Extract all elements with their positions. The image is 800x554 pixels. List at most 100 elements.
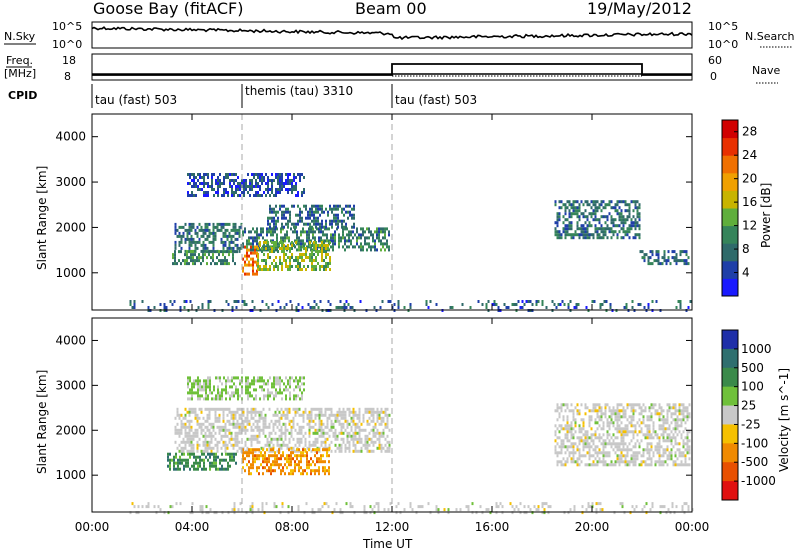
- data-cell: [187, 194, 189, 197]
- data-cell: [620, 218, 623, 222]
- data-cell: [386, 416, 389, 420]
- data-cell: [616, 209, 619, 213]
- data-cell: [262, 227, 264, 231]
- data-cell: [262, 407, 265, 411]
- data-cell: [187, 173, 189, 176]
- data-cell: [288, 236, 290, 240]
- data-cell: [374, 230, 376, 234]
- data-cell: [200, 234, 203, 238]
- data-cell: [272, 422, 275, 426]
- data-cell: [232, 240, 235, 244]
- data-cell: [209, 300, 212, 303]
- data-cell: [590, 445, 593, 449]
- data-cell: [604, 233, 607, 237]
- data-cell: [180, 250, 182, 254]
- data-cell: [346, 431, 349, 435]
- data-cell: [196, 246, 199, 250]
- data-cell: [284, 422, 287, 426]
- data-cell: [205, 379, 207, 383]
- data-cell: [298, 449, 301, 453]
- data-cell: [634, 409, 637, 413]
- data-cell: [259, 379, 261, 383]
- data-cell: [673, 250, 676, 254]
- data-cell: [368, 431, 371, 435]
- data-cell: [688, 439, 691, 443]
- data-cell: [364, 236, 366, 240]
- data-cell: [176, 446, 179, 450]
- data-cell: [252, 248, 254, 252]
- data-cell: [303, 259, 305, 262]
- data-cell: [554, 200, 557, 204]
- data-cell: [586, 200, 589, 204]
- data-cell: [289, 247, 291, 250]
- data-cell: [278, 443, 281, 447]
- data-cell: [641, 256, 644, 260]
- data-cell: [342, 437, 345, 441]
- data-cell: [342, 245, 344, 249]
- data-cell: [384, 230, 386, 234]
- data-cell: [560, 206, 563, 210]
- data-cell: [676, 463, 679, 467]
- data-cell: [376, 236, 378, 240]
- data-cell: [203, 379, 205, 383]
- data-cell: [378, 437, 381, 441]
- data-cell: [299, 268, 301, 271]
- data-cell: [674, 406, 677, 410]
- data-cell: [335, 502, 338, 506]
- data-cell: [308, 416, 311, 420]
- data-cell: [554, 430, 557, 434]
- data-cell: [238, 234, 241, 238]
- data-cell: [344, 239, 346, 243]
- data-cell: [185, 458, 187, 462]
- data-cell: [242, 466, 244, 470]
- data-cell: [674, 442, 677, 446]
- data-cell: [672, 412, 675, 416]
- data-cell: [208, 446, 211, 450]
- data-cell: [326, 407, 329, 411]
- data-cell: [272, 413, 275, 417]
- data-cell: [682, 463, 685, 467]
- data-cell: [252, 260, 254, 264]
- data-cell: [155, 511, 158, 515]
- data-cell: [256, 469, 258, 473]
- data-cell: [190, 434, 193, 438]
- data-cell: [588, 451, 591, 455]
- data-cell: [314, 413, 317, 417]
- data-cell: [159, 303, 162, 306]
- data-cell: [180, 446, 183, 450]
- data-cell: [320, 425, 323, 429]
- data-cell: [303, 265, 305, 268]
- data-cell: [269, 394, 271, 398]
- data-cell: [220, 262, 222, 266]
- data-cell: [250, 443, 253, 447]
- data-cell: [344, 236, 346, 240]
- data-cell: [204, 237, 207, 241]
- data-cell: [558, 451, 561, 455]
- data-cell: [182, 259, 184, 263]
- data-cell: [309, 256, 311, 259]
- data-cell: [314, 239, 316, 243]
- data-cell: [308, 413, 311, 417]
- data-cell: [435, 303, 438, 306]
- data-cell: [308, 460, 310, 464]
- data-cell: [687, 508, 690, 512]
- data-cell: [183, 306, 186, 309]
- data-cell: [330, 419, 333, 423]
- data-cell: [566, 224, 569, 228]
- data-cell: [318, 230, 320, 234]
- data-cell: [625, 306, 628, 309]
- data-cell: [652, 451, 655, 455]
- data-cell: [277, 376, 279, 380]
- data-cell: [646, 424, 649, 428]
- data-cell: [610, 445, 613, 449]
- data-cell: [321, 247, 323, 250]
- data-cell: [620, 442, 623, 446]
- data-cell: [649, 256, 652, 260]
- data-cell: [239, 394, 241, 398]
- data-cell: [658, 460, 661, 464]
- data-cell: [628, 463, 631, 467]
- data-cell: [562, 418, 565, 422]
- data-cell: [310, 457, 312, 461]
- data-cell: [229, 185, 231, 188]
